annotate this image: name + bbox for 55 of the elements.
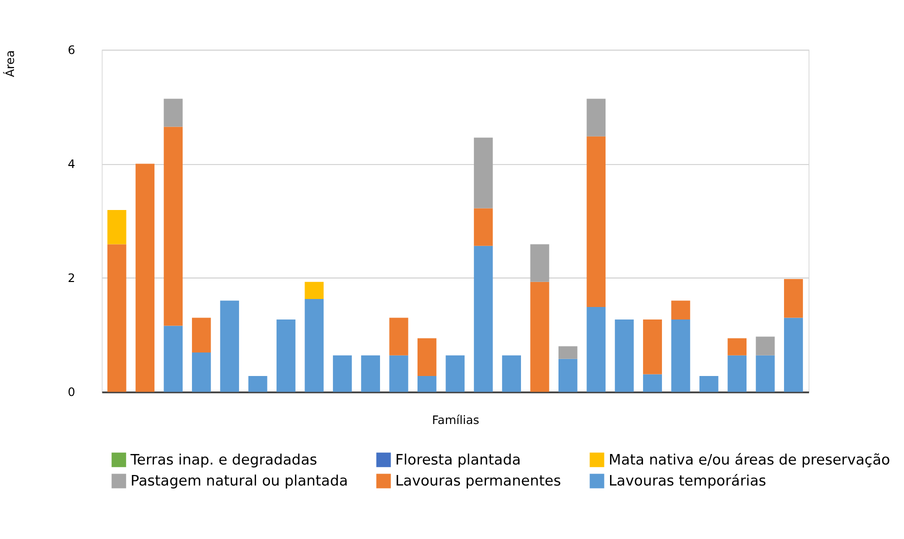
- legend-label: Mata nativa e/ou áreas de preservação: [608, 452, 890, 468]
- bar: [389, 318, 408, 356]
- bar: [671, 319, 690, 392]
- bar: [643, 319, 662, 374]
- bar: [164, 126, 183, 326]
- bar: [586, 136, 606, 307]
- bar: [699, 376, 718, 392]
- bar: [671, 300, 690, 320]
- bar: [586, 306, 606, 392]
- bar: [220, 300, 240, 392]
- bar: [558, 358, 578, 392]
- bar: [164, 98, 183, 127]
- bar: [192, 318, 211, 353]
- bar: [107, 210, 126, 244]
- bar: [389, 355, 408, 392]
- legend-label: Lavouras permanentes: [395, 474, 561, 490]
- bar: [586, 98, 606, 136]
- bar: [474, 138, 493, 208]
- bar: [614, 319, 634, 392]
- bar: [784, 278, 803, 318]
- bar: [446, 355, 465, 392]
- y-tick-label: 4: [68, 156, 76, 171]
- legend-label: Floresta plantada: [395, 452, 521, 468]
- y-tick-label: 0: [68, 384, 76, 399]
- bar: [643, 374, 662, 392]
- bar: [728, 338, 747, 356]
- bar: [784, 318, 803, 392]
- bar: [361, 355, 380, 392]
- bar: [474, 208, 493, 246]
- bar: [530, 244, 550, 282]
- bar: [248, 376, 268, 392]
- bar: [530, 282, 550, 392]
- bar: [276, 319, 296, 392]
- bar: [756, 355, 775, 392]
- y-axis-title: Área: [2, 50, 17, 78]
- y-tick-label: 6: [68, 42, 76, 57]
- bar: [192, 352, 211, 392]
- x-axis-title: Famílias: [432, 412, 480, 427]
- bar: [502, 355, 521, 392]
- bar: [136, 164, 154, 392]
- y-tick-label: 2: [68, 270, 76, 285]
- legend-label: Terras inap. e degradadas: [130, 452, 318, 468]
- legend-label: Pastagem natural ou plantada: [130, 474, 348, 490]
- bar: [304, 298, 324, 392]
- bar: [418, 338, 436, 376]
- bar: [756, 336, 775, 356]
- bar: [418, 376, 436, 392]
- bar: [474, 246, 493, 392]
- bar: [107, 244, 126, 392]
- legend-label: Lavouras temporárias: [608, 474, 766, 490]
- bar: [164, 326, 183, 392]
- bar: [332, 355, 352, 392]
- bar: [304, 282, 324, 299]
- bar: [558, 346, 578, 359]
- bar: [728, 355, 747, 392]
